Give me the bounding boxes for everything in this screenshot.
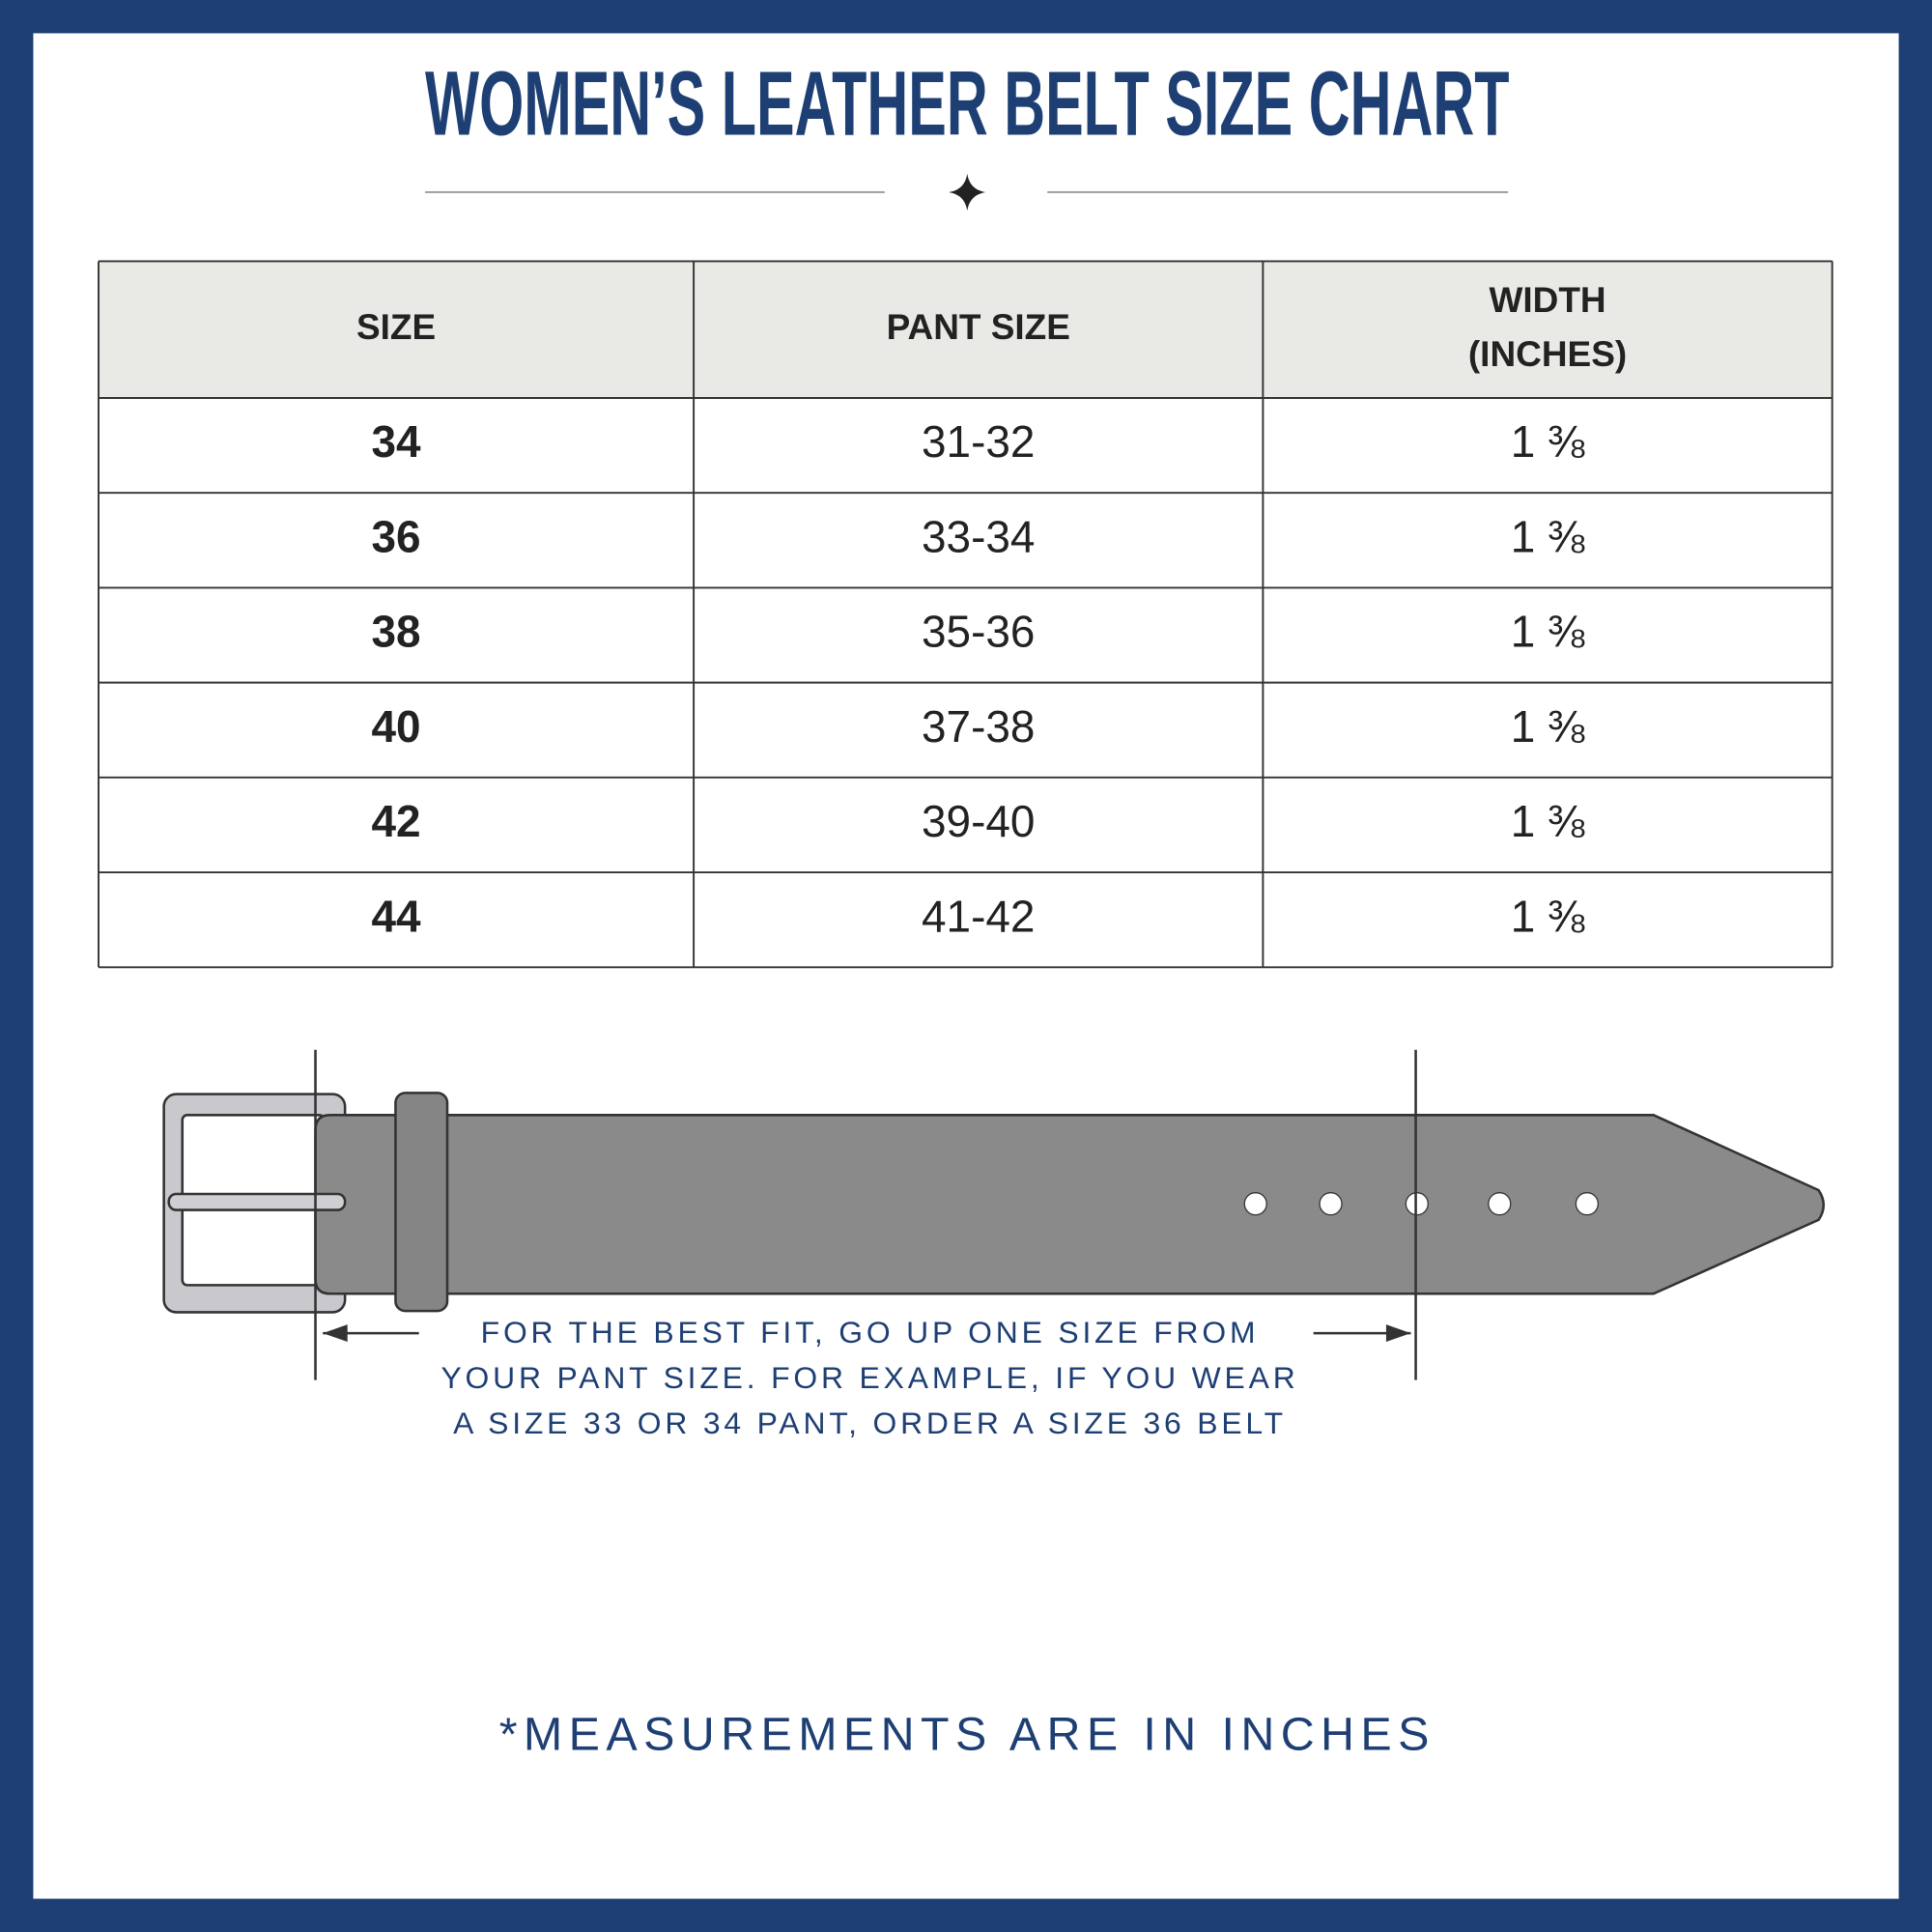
header-row [99, 261, 1833, 398]
size-cell: 42 [372, 796, 421, 846]
pant-size-cell: 33-34 [922, 511, 1035, 561]
note-line: FOR THE BEST FIT, GO UP ONE SIZE FROM [481, 1315, 1260, 1350]
width-cell: 1 ⅜ [1511, 511, 1585, 561]
belt-loop [394, 1092, 449, 1313]
column-header: PANT SIZE [887, 307, 1070, 347]
column-header: (INCHES) [1468, 334, 1627, 374]
width-cell: 1 ⅜ [1511, 701, 1585, 752]
hole [1243, 1192, 1267, 1216]
arrowhead [1385, 1324, 1411, 1343]
hole [1575, 1192, 1599, 1216]
size-cell: 36 [372, 511, 421, 561]
width-cell: 1 ⅜ [1511, 891, 1585, 941]
table: SIZE PANT SIZE WIDTH (INCHES) 34 31-32 1 ⅜ 36 33… [98, 260, 1833, 969]
pant-size-cell: 39-40 [922, 796, 1035, 846]
size-cell: 44 [372, 891, 422, 941]
belt-illustration [162, 1049, 1826, 1380]
column-header: WIDTH [1489, 280, 1605, 320]
footer-note: *MEASUREMENTS ARE IN INCHES [499, 1708, 1435, 1760]
size-cell: 38 [372, 607, 421, 657]
pant-size-cell: 41-42 [922, 891, 1035, 941]
pant-size-cell: 37-38 [922, 701, 1035, 752]
note-line: YOUR PANT SIZE. FOR EXAMPLE, IF YOU WEAR [440, 1360, 1298, 1395]
prong [167, 1192, 347, 1211]
width-cell: 1 ⅜ [1511, 416, 1585, 467]
hole [1488, 1192, 1512, 1216]
width-cell: 1 ⅜ [1511, 607, 1585, 657]
arrowhead [323, 1324, 348, 1343]
star-ornament [949, 173, 986, 212]
strap [314, 1114, 1826, 1295]
pant-size-cell: 35-36 [922, 607, 1035, 657]
size-cell: 40 [372, 701, 421, 752]
hole [1319, 1192, 1343, 1216]
column-header: SIZE [356, 307, 436, 347]
title: WOMEN’S LEATHER BELT SIZE CHART [425, 54, 1509, 156]
size-cell: 34 [372, 416, 422, 467]
pant-size-cell: 31-32 [922, 416, 1035, 467]
note-line: A SIZE 33 OR 34 PANT, ORDER A SIZE 36 BE… [453, 1406, 1287, 1440]
width-cell: 1 ⅜ [1511, 796, 1585, 846]
